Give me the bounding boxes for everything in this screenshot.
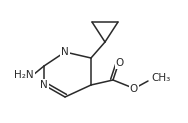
- Text: CH₃: CH₃: [151, 73, 171, 83]
- Text: N: N: [61, 47, 69, 57]
- Text: N: N: [40, 80, 48, 90]
- Text: H₂N: H₂N: [14, 70, 34, 80]
- Text: O: O: [130, 84, 138, 94]
- Text: O: O: [116, 58, 124, 68]
